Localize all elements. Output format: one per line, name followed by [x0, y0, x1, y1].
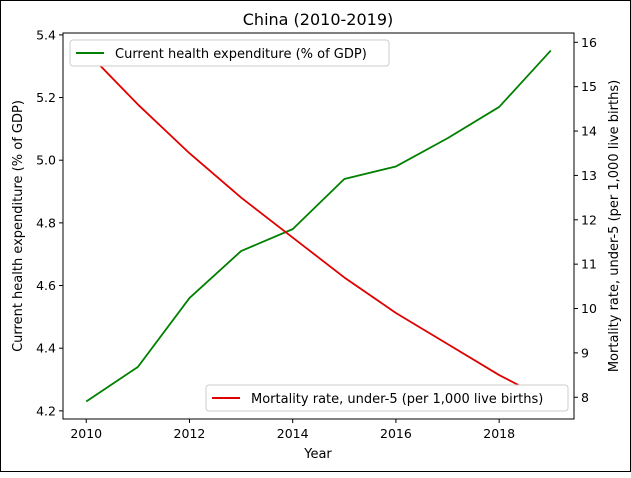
- left-y-tick-label: 4.6: [36, 278, 56, 293]
- right-y-tick-label: 16: [581, 35, 597, 50]
- right-y-tick-label: 8: [581, 390, 589, 405]
- chart-title: China (2010-2019): [243, 10, 393, 29]
- legend-label-mortality-rate: Mortality rate, under-5 (per 1,000 live …: [251, 392, 543, 407]
- series-line-health-expenditure: [85, 49, 552, 403]
- right-y-tick-label: 15: [581, 79, 597, 94]
- right-y-tick-label: 10: [581, 301, 597, 316]
- x-tick-label: 2016: [380, 426, 412, 441]
- left-y-axis-label: Current health expenditure (% of GDP): [11, 100, 26, 352]
- right-y-axis-label: Mortality rate, under-5 (per 1,000 live …: [607, 80, 622, 372]
- right-y-tick-label: 11: [581, 257, 597, 272]
- right-y-tick-label: 12: [581, 212, 597, 227]
- series-line-mortality-rate: [85, 50, 552, 403]
- x-tick-label: 2018: [483, 426, 515, 441]
- right-y-tick-label: 13: [581, 168, 597, 183]
- right-y-tick-label: 9: [581, 345, 589, 360]
- x-tick-label: 2012: [174, 426, 206, 441]
- x-axis: 2010 2012 2014 2016 2018: [70, 419, 515, 441]
- left-y-tick-label: 5.0: [36, 153, 56, 168]
- legend-frame: [205, 384, 569, 412]
- legend-frame: [69, 39, 390, 67]
- left-y-tick-label: 5.2: [36, 90, 56, 105]
- left-y-tick-label: 4.8: [36, 215, 56, 230]
- right-y-tick-label: 14: [581, 124, 597, 139]
- left-y-tick-label: 4.2: [36, 403, 56, 418]
- plot-frame: [62, 32, 575, 420]
- x-tick-label: 2010: [70, 426, 102, 441]
- right-y-axis: 8 9 10 11 12 13 14 15 16: [574, 35, 597, 405]
- x-tick-label: 2014: [277, 426, 309, 441]
- legend-label-health-expenditure: Current health expenditure (% of GDP): [115, 47, 367, 62]
- x-axis-label: Year: [303, 447, 332, 462]
- legend-health-expenditure: Current health expenditure (% of GDP): [69, 39, 390, 67]
- left-y-axis: 4.2 4.4 4.6 4.8 5.0 5.2 5.4: [36, 27, 63, 418]
- left-y-tick-label: 5.4: [36, 27, 56, 42]
- legend-mortality-rate: Mortality rate, under-5 (per 1,000 live …: [205, 384, 569, 412]
- left-y-tick-label: 4.4: [36, 341, 56, 356]
- series-layer: [85, 49, 552, 403]
